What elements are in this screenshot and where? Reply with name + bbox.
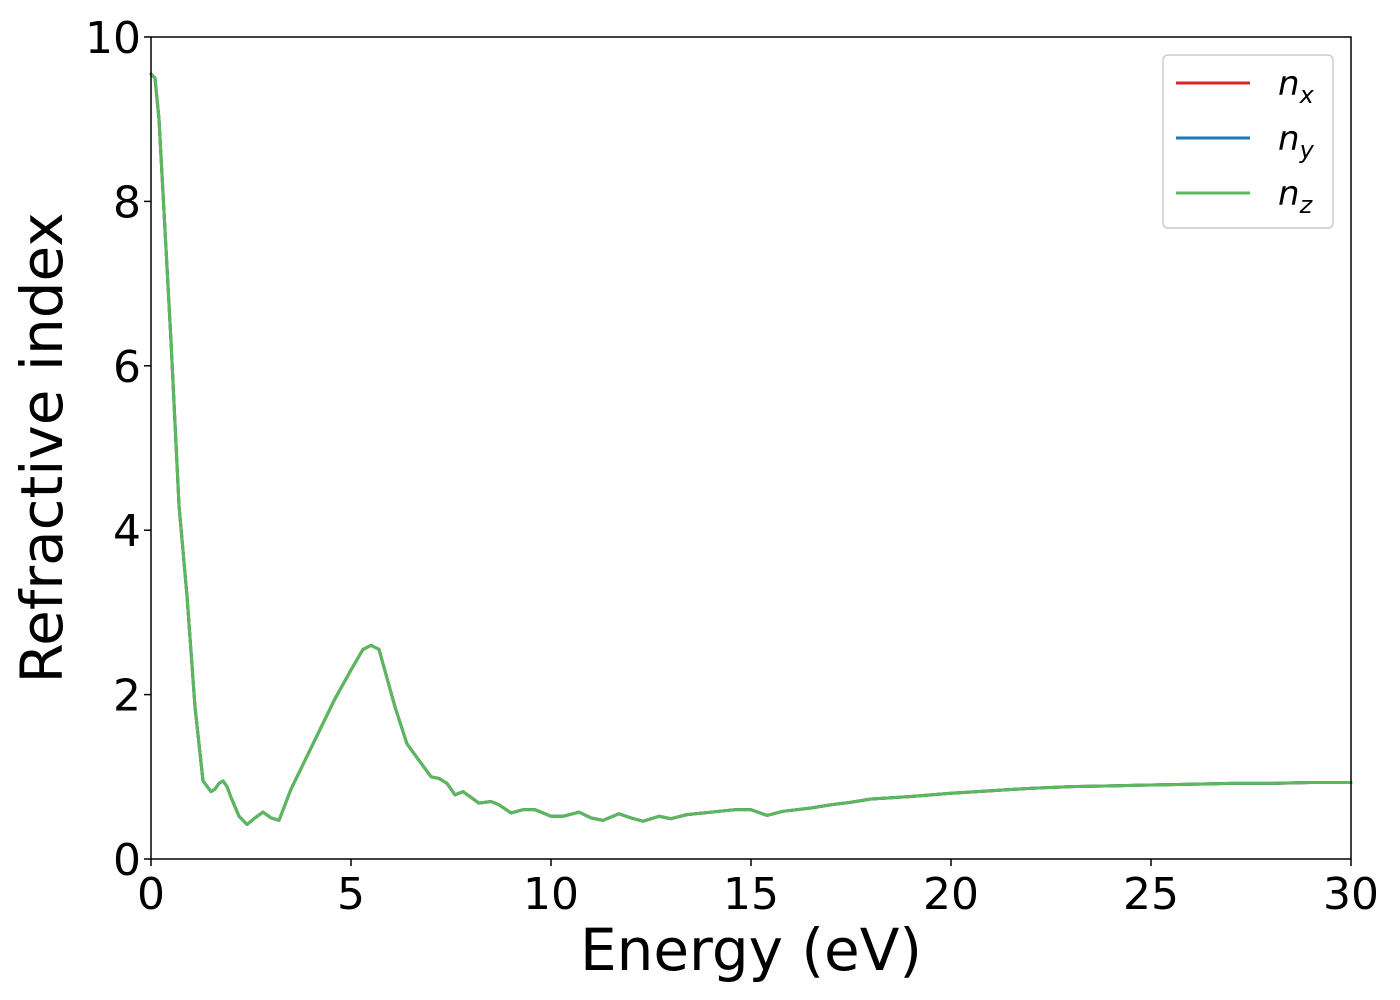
y-tick-label: 10	[85, 13, 141, 64]
legend-label-nx: nx	[1278, 64, 1315, 109]
x-tick-label: 20	[923, 869, 979, 920]
legend-label-ny: ny	[1278, 119, 1315, 164]
x-tick-label: 25	[1123, 869, 1179, 920]
x-tick-label: 30	[1323, 869, 1379, 920]
plot-layer	[149, 72, 1353, 826]
x-axis-title: Energy (eV)	[580, 916, 922, 984]
y-tick-label: 4	[113, 506, 141, 557]
legend-label-nz: nz	[1278, 174, 1314, 219]
x-tick-label: 0	[137, 869, 165, 920]
ticks-layer: 0 5 10 15 20 25 30 0 2 4 6 8 10	[85, 13, 1379, 920]
legend: nx ny nz	[1162, 54, 1334, 229]
x-tick-label: 5	[337, 869, 365, 920]
y-tick-label: 8	[113, 177, 141, 228]
y-tick-label: 2	[113, 671, 141, 722]
y-axis-title: Refractive index	[8, 212, 76, 683]
x-tick-label: 15	[723, 869, 779, 920]
y-tick-label: 6	[113, 342, 141, 393]
x-tick-label: 10	[523, 869, 579, 920]
series-line-nz	[149, 72, 1353, 826]
y-tick-label: 0	[113, 835, 141, 886]
legend-box	[1162, 54, 1334, 229]
